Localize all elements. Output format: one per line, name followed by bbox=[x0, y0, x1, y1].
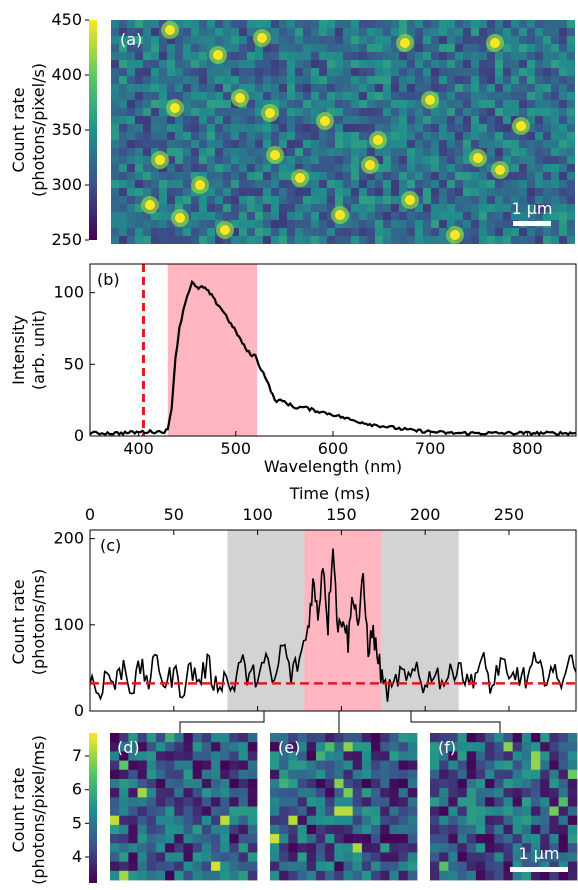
plot-b-spectrum bbox=[90, 279, 576, 436]
plot-c-frame bbox=[89, 529, 577, 712]
colorbar-d bbox=[89, 733, 97, 883]
connectors bbox=[179, 711, 501, 733]
heatmap-f bbox=[430, 733, 578, 881]
plot-b-xlabel: Wavelength (nm) bbox=[264, 457, 402, 476]
plot-c-ylabel-line2: (photons/ms) bbox=[29, 569, 48, 675]
plot-c-trace bbox=[90, 548, 576, 702]
svg-text:50: 50 bbox=[64, 354, 84, 373]
plot-b-frame bbox=[89, 263, 577, 437]
svg-text:0: 0 bbox=[85, 505, 95, 524]
svg-text:400: 400 bbox=[51, 65, 82, 84]
plot-c: 0 50 100 150 200 250 0 100 200 bbox=[53, 505, 577, 720]
plot-c-top-xlabel: Time (ms) bbox=[289, 484, 371, 503]
colorbar-d-label-line1: Count rate bbox=[9, 767, 28, 852]
colorbar-a-label-line2: (photons/pixel/s) bbox=[29, 63, 48, 197]
svg-text:4: 4 bbox=[72, 847, 82, 866]
svg-text:150: 150 bbox=[326, 505, 357, 524]
svg-text:200: 200 bbox=[53, 529, 84, 548]
svg-text:50: 50 bbox=[164, 505, 184, 524]
scale-bar-a-label: 1 µm bbox=[511, 199, 552, 218]
plot-b-pink-band bbox=[167, 264, 258, 436]
panel-label-d: (d) bbox=[117, 738, 140, 757]
svg-text:250: 250 bbox=[494, 505, 525, 524]
colorbar-d-ticks: 7 6 5 4 bbox=[72, 746, 89, 866]
colorbar-a-ticks: 450 400 350 300 250 bbox=[51, 10, 89, 249]
panel-label-c: (c) bbox=[100, 536, 121, 555]
plot-b: 400 500 600 700 800 0 50 100 bbox=[53, 263, 577, 458]
svg-text:450: 450 bbox=[51, 10, 82, 29]
svg-text:500: 500 bbox=[221, 439, 252, 458]
plot-b-ylabel-line2: (arb. unit) bbox=[29, 310, 48, 390]
svg-text:400: 400 bbox=[123, 439, 154, 458]
colorbar-a bbox=[89, 20, 97, 240]
svg-text:700: 700 bbox=[415, 439, 446, 458]
heatmap-a bbox=[111, 20, 575, 244]
svg-text:600: 600 bbox=[318, 439, 349, 458]
scale-bar-f-label: 1 µm bbox=[518, 844, 559, 863]
svg-text:250: 250 bbox=[51, 230, 82, 249]
panel-label-e: (e) bbox=[278, 738, 300, 757]
svg-text:6: 6 bbox=[72, 780, 82, 799]
svg-text:7: 7 bbox=[72, 746, 82, 765]
svg-text:300: 300 bbox=[51, 175, 82, 194]
svg-text:100: 100 bbox=[53, 283, 84, 302]
heatmap-e bbox=[270, 733, 418, 881]
svg-text:200: 200 bbox=[410, 505, 441, 524]
svg-text:5: 5 bbox=[72, 813, 82, 832]
svg-text:350: 350 bbox=[51, 120, 82, 139]
svg-text:800: 800 bbox=[512, 439, 543, 458]
svg-text:100: 100 bbox=[242, 505, 273, 524]
svg-text:0: 0 bbox=[74, 701, 84, 720]
heatmap-d bbox=[110, 733, 258, 881]
panel-label-b: (b) bbox=[97, 270, 120, 289]
svg-text:100: 100 bbox=[53, 615, 84, 634]
colorbar-d-label-line2: (photons/pixel/ms) bbox=[29, 735, 48, 885]
plot-c-ylabel-line1: Count rate bbox=[9, 579, 28, 664]
panel-label-f: (f) bbox=[438, 738, 456, 757]
panel-label-a: (a) bbox=[120, 30, 142, 49]
plot-b-ylabel-line1: Intensity bbox=[9, 315, 28, 385]
scale-bar-f bbox=[510, 867, 568, 872]
svg-text:0: 0 bbox=[74, 426, 84, 445]
scale-bar-a bbox=[513, 221, 551, 226]
colorbar-a-label-line1: Count rate bbox=[9, 87, 28, 172]
